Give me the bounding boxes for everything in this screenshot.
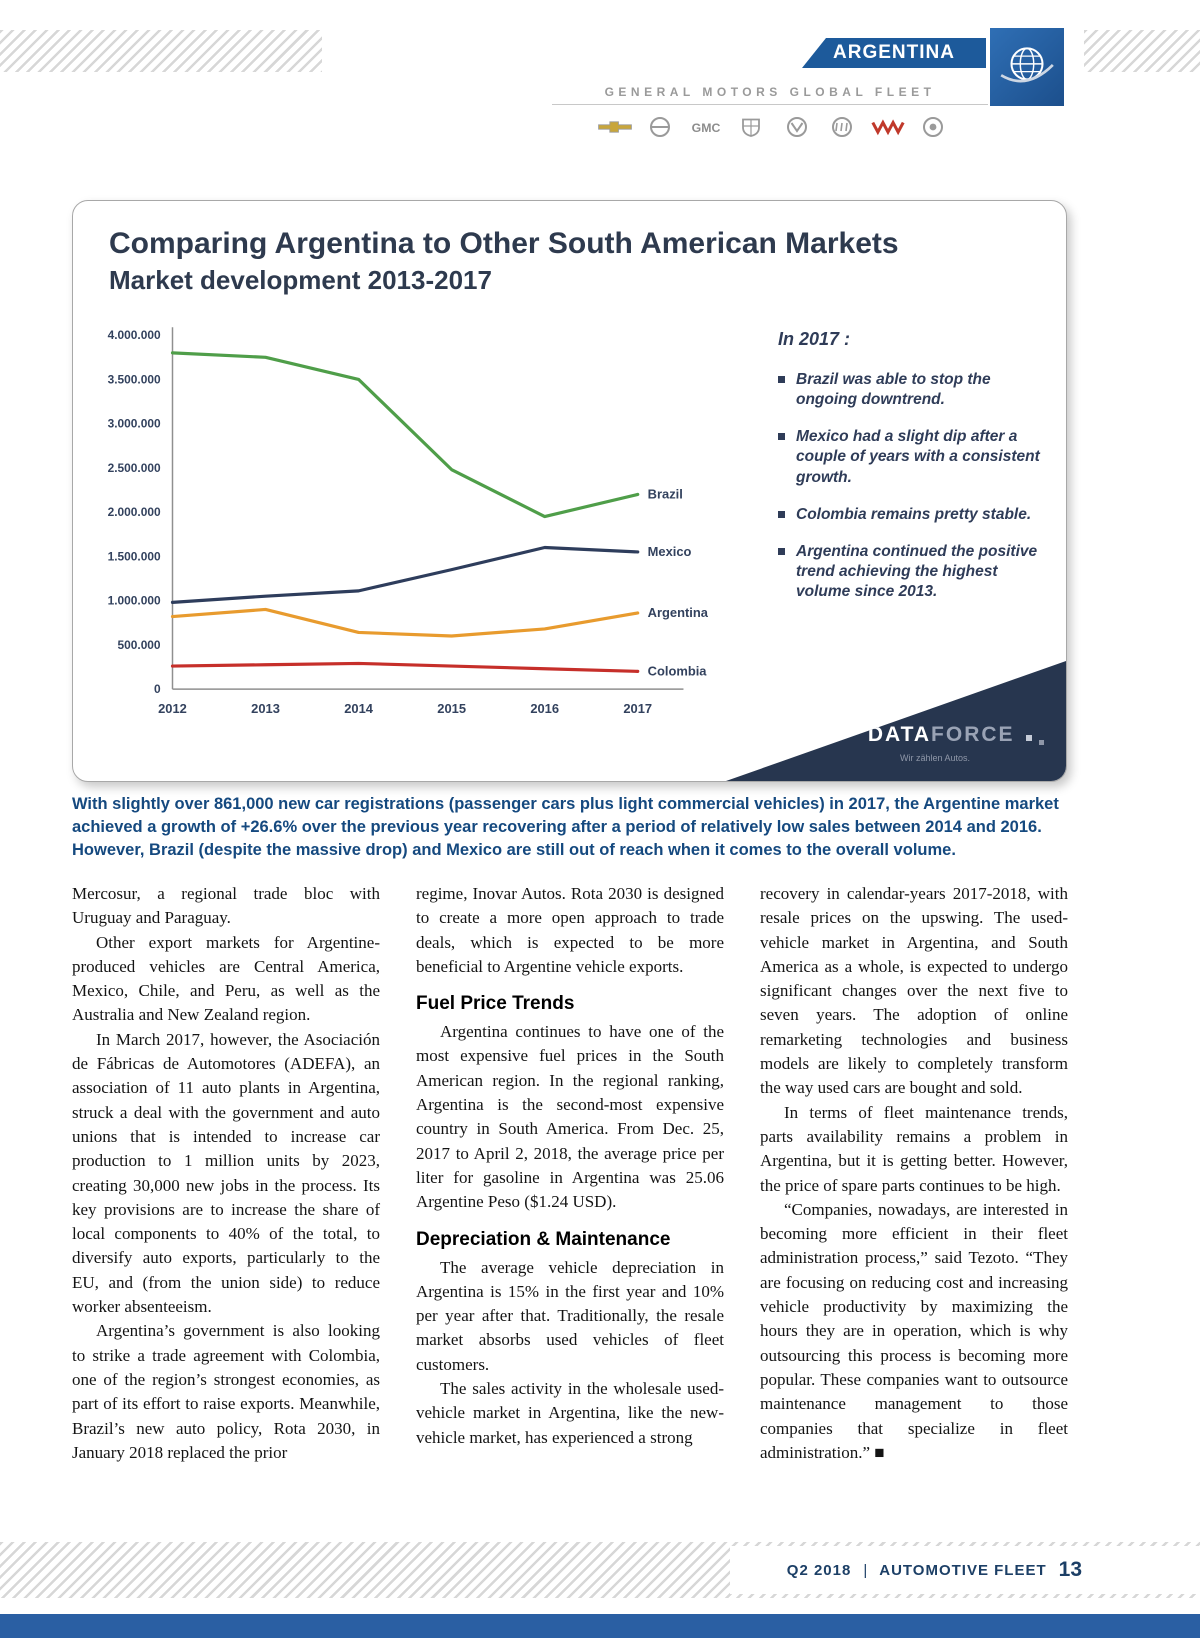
chart-note-item: Brazil was able to stop the ongoing down… [778,370,1042,410]
bullet-square-icon [778,376,785,383]
bullet-square-icon [778,510,785,518]
dataforce-wordmark-part1: DATA [867,723,932,746]
article-paragraph: The average vehicle depreciation in Arge… [416,1257,724,1374]
page-footer: Q2 2018 | AUTOMOTIVE FLEET 13 [730,1546,1200,1594]
article-body: Mercosur, a regional trade bloc with Uru… [72,882,1068,1465]
article-paragraph: In March 2017, however, the Asociación d… [72,1029,380,1317]
chart-note-item: Argentina continued the positive trend a… [778,542,1042,602]
series-label-argentina: Argentina [648,605,709,620]
article-paragraph: Other export markets for Argentine-produ… [72,932,380,1025]
article-paragraph: Argentina continues to have one of the m… [416,1022,724,1212]
article-paragraph: In terms of fleet maintenance trends, pa… [760,1102,1068,1195]
y-tick-label: 1.500.000 [108,549,161,563]
header-rule [552,104,988,105]
brand-logos-row: GMC [596,111,952,143]
series-label-brazil: Brazil [648,486,683,501]
chart-card: Comparing Argentina to Other South Ameri… [72,200,1067,782]
article-paragraph: regime, Inovar Autos. Rota 2030 is desig… [416,884,724,976]
dataforce-tagline: Wir zählen Autos. [899,753,970,763]
bottom-bar-decoration [0,1614,1200,1638]
buick-logo-icon [823,115,861,139]
globe-icon [990,28,1064,106]
series-label-mexico: Mexico [648,544,692,559]
section-heading: Fuel Price Trends [416,993,575,1015]
chart-subtitle: Market development 2013-2017 [109,265,492,295]
y-tick-label: 2.000.000 [108,505,161,519]
x-tick-label: 2013 [251,701,280,716]
footer-separator: | [863,1561,868,1579]
footer-page-number: 13 [1058,1558,1082,1581]
region-banner: ARGENTINA [802,38,986,68]
hatch-decoration-top-right [1084,30,1200,72]
x-tick-label: 2016 [530,701,559,716]
series-line-argentina [170,607,640,638]
article-paragraph: The sales activity in the wholesale used… [416,1379,724,1447]
dataforce-logo: DATAFORCE Wir zählen Autos. [726,661,1066,781]
footer-issue: Q2 2018 [786,1561,852,1579]
dataforce-wordmark: DATAFORCE [868,723,1044,747]
y-tick-label: 3.500.000 [108,372,161,386]
y-tick-label: 2.500.000 [108,461,161,475]
hatch-decoration-top-left [0,30,322,72]
y-tick-label: 3.000.000 [108,417,161,431]
article-column: regime, Inovar Autos. Rota 2030 is desig… [416,882,724,1465]
series-line-colombia [170,661,640,673]
region-banner-label: ARGENTINA [833,42,955,63]
svg-text:GMC: GMC [692,121,721,135]
article-column: Mercosur, a regional trade bloc with Uru… [72,882,380,1465]
bullet-square-icon [778,547,785,555]
chevrolet-logo-icon [596,115,634,139]
dataforce-wordmark-part2: FORCE [931,723,1015,746]
article-paragraph: Argentina’s government is also looking t… [72,1321,380,1462]
chart-note-item: Colombia remains pretty stable. [778,505,1042,525]
chart-notes-panel: In 2017 : Brazil was able to stop the on… [778,329,1042,619]
series-line-brazil [170,351,640,519]
chart-note-text: Argentina continued the positive trend a… [796,542,1038,601]
article-column: recovery in calendar-years 2017-2018, wi… [760,882,1068,1465]
wuling-logo-icon [869,115,907,139]
market-development-line-chart: 0 500.000 1.000.000 1.500.000 2.000.000 2.500… [108,327,709,716]
chart-notes-list: Brazil was able to stop the ongoing down… [778,370,1042,602]
footer-publication: AUTOMOTIVE FLEET [879,1561,1047,1579]
chart-note-item: Mexico had a slight dip after a couple o… [778,427,1042,487]
article-paragraph: recovery in calendar-years 2017-2018, wi… [760,884,1068,1098]
chart-note-text: Brazil was able to stop the ongoing down… [796,371,991,409]
chart-title: Comparing Argentina to Other South Ameri… [109,227,899,260]
y-tick-label: 1.000.000 [108,594,161,608]
article-paragraph: Mercosur, a regional trade bloc with Uru… [72,884,380,928]
dataforce-dots-icon [1019,728,1044,745]
vauxhall-logo-icon [778,115,816,139]
gmc-logo-icon: GMC [687,115,725,139]
opel-logo-icon [641,115,679,139]
chart-note-text: Colombia remains pretty stable. [796,505,1032,523]
chart-notes-title: In 2017 : [778,329,851,349]
program-title: GENERAL MOTORS GLOBAL FLEET [604,85,936,99]
bullet-square-icon [778,433,785,441]
section-heading: Depreciation & Maintenance [416,1228,671,1250]
article-paragraph: “Companies, nowadays, are interested in … [760,1199,1068,1462]
x-tick-label: 2015 [437,701,466,716]
globe-icon-graphic [1000,47,1054,83]
y-tick-label: 500.000 [118,638,161,652]
cadillac-logo-icon [732,115,770,139]
series-label-colombia: Colombia [648,663,708,678]
y-tick-label: 0 [154,682,161,696]
chart-caption: With slightly over 861,000 new car regis… [72,795,1059,859]
x-tick-label: 2014 [344,701,374,716]
chart-note-text: Mexico had a slight dip after a couple o… [796,428,1040,486]
x-tick-label: 2017 [623,701,652,716]
series-line-mexico [170,545,640,604]
holden-logo-icon [914,115,952,139]
y-tick-label: 4.000.000 [108,328,161,342]
x-tick-label: 2012 [158,701,187,716]
